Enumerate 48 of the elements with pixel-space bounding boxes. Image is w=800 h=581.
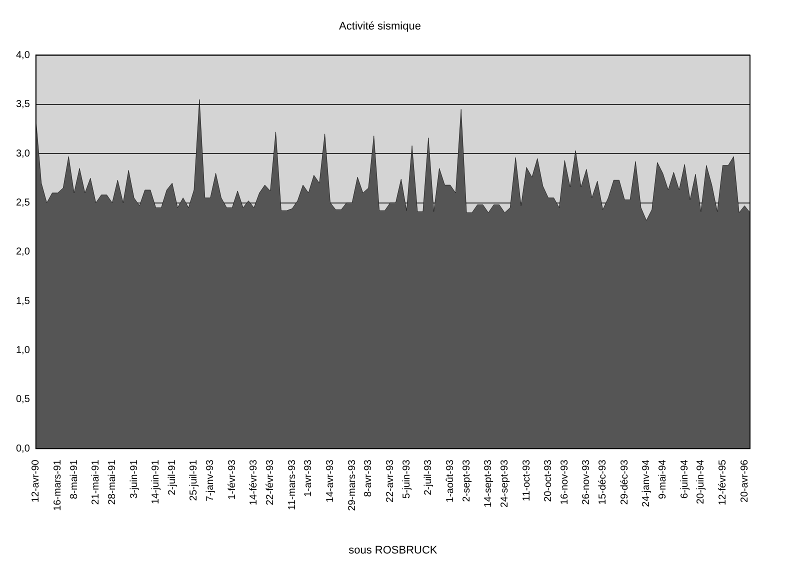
x-tick-label: 5-juin-93 [401, 459, 412, 499]
y-tick-label: 2,0 [16, 246, 30, 258]
y-tick-label: 1,5 [16, 296, 30, 307]
x-tick-label: 14-juin-91 [150, 459, 162, 504]
x-tick-label: 20-oct-93 [543, 459, 554, 502]
x-tick-label: 14-sept-93 [483, 459, 494, 508]
x-tick-label: 14-avr-93 [325, 459, 336, 502]
x-tick-label: 24-sept-93 [499, 459, 510, 508]
x-tick-label: 28-mai-91 [106, 459, 118, 505]
x-tick-label: 25-juil-91 [188, 459, 200, 501]
chart-title: Activité sismique [339, 20, 421, 33]
x-tick-label: 3-juin-91 [128, 459, 140, 499]
x-tick-label: 12-févr-95 [717, 459, 728, 506]
y-tick-label: 3,0 [16, 148, 30, 160]
x-tick-label: 16-mars-91 [52, 459, 64, 511]
x-tick-label: 6-juin-94 [679, 459, 690, 499]
x-tick-label: 22-avr-93 [384, 459, 396, 502]
x-tick-label: 20-juin-94 [696, 459, 707, 504]
x-tick-label: 2-juil-91 [166, 459, 178, 496]
x-tick-label: 29-déc-93 [619, 459, 630, 505]
y-tick-label: 2,5 [16, 198, 30, 208]
x-tick-label: 9-mai-94 [658, 459, 669, 500]
x-tick-label: 16-nov-93 [559, 459, 570, 505]
y-tick-label: 0,0 [16, 443, 30, 454]
x-tick-label: 14-févr-93 [248, 459, 260, 506]
x-tick-label: 15-déc-93 [598, 459, 609, 505]
x-axis-title: sous ROSBRUCK [348, 544, 438, 556]
x-tick-label: 1-avr-93 [303, 459, 314, 497]
x-tick-label: 12-avr-90 [30, 459, 42, 502]
x-tick-label: 22-févr-93 [265, 459, 276, 506]
x-tick-label: 2-juil-93 [423, 459, 434, 496]
x-tick-label: 8-avr-93 [363, 459, 374, 497]
y-tick-label: 3,5 [16, 99, 30, 110]
x-tick-label: 1-févr-93 [226, 459, 238, 500]
x-tick-label: 2-sept-93 [461, 459, 472, 502]
x-tick-label: 11-oct-93 [521, 459, 532, 502]
x-tick-label: 7-janv-93 [205, 459, 216, 502]
y-tick-label: 4,0 [16, 50, 30, 61]
x-tick-label: 26-nov-93 [581, 459, 592, 505]
y-tick-label: 0,5 [16, 394, 30, 406]
x-tick-label: 11-mars-93 [286, 459, 298, 510]
x-tick-label: 24-janv-94 [641, 459, 652, 507]
x-tick-label: 21-mai-91 [90, 459, 102, 505]
y-tick-label: 1,0 [16, 345, 30, 356]
x-tick-label: 1-août-93 [444, 459, 456, 502]
x-tick-label: 29-mars-93 [346, 459, 358, 511]
x-tick-label: 8-mai-91 [68, 459, 80, 500]
x-tick-label: 20-avr-96 [739, 459, 750, 502]
